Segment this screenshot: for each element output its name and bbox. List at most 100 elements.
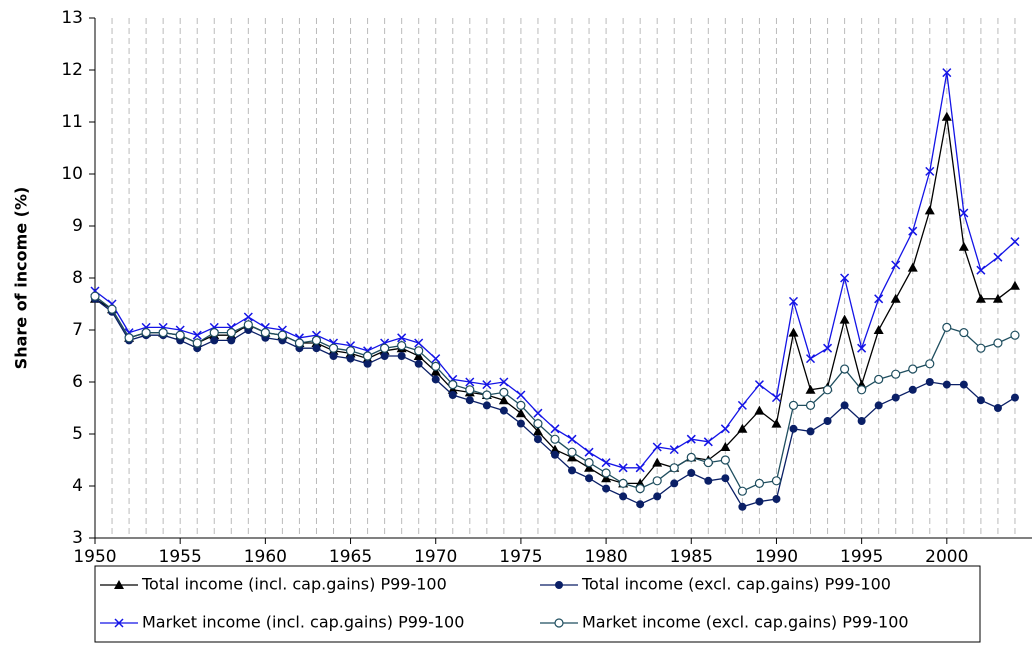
marker [260, 328, 270, 338]
marker [686, 452, 696, 462]
y-tick-label: 5 [72, 424, 83, 444]
marker [482, 390, 492, 400]
marker [567, 434, 577, 444]
marker [857, 343, 867, 353]
marker [755, 497, 764, 506]
marker [857, 385, 867, 395]
marker [738, 502, 747, 511]
marker [568, 466, 577, 475]
marker [90, 291, 100, 301]
x-tick-label: 1985 [670, 547, 713, 567]
marker [618, 463, 628, 473]
marker [635, 484, 645, 494]
marker [294, 338, 305, 348]
marker [992, 293, 1003, 303]
marker [669, 463, 679, 473]
y-tick-label: 11 [61, 112, 83, 132]
marker [243, 320, 253, 330]
marker [669, 445, 679, 455]
marker [554, 618, 564, 628]
marker [959, 380, 968, 389]
legend-box [94, 565, 981, 643]
marker [805, 354, 816, 364]
marker [328, 343, 339, 353]
legend-label: Total income (excl. cap.gains) P99-100 [581, 575, 891, 594]
marker [771, 476, 782, 486]
marker [584, 447, 594, 457]
marker [670, 479, 679, 488]
marker [993, 252, 1003, 262]
marker [652, 457, 663, 467]
marker [806, 427, 815, 436]
marker [532, 426, 543, 436]
marker [891, 393, 900, 402]
y-tick-label: 12 [61, 60, 83, 80]
marker [737, 486, 747, 496]
marker [652, 476, 662, 486]
marker [192, 338, 202, 348]
marker [721, 474, 730, 483]
marker [925, 378, 934, 386]
marker [448, 391, 457, 399]
x-tick-label: 1950 [73, 547, 116, 567]
marker [703, 458, 713, 468]
marker [908, 226, 918, 236]
marker [788, 296, 799, 306]
marker [976, 396, 985, 405]
marker [601, 458, 611, 468]
x-tick-label: 1980 [584, 547, 627, 567]
marker [839, 364, 850, 374]
marker [345, 346, 356, 356]
marker [124, 333, 134, 343]
marker [516, 390, 526, 400]
marker [823, 417, 832, 425]
marker [584, 458, 594, 468]
marker [958, 241, 969, 251]
marker [533, 435, 542, 444]
marker [516, 400, 526, 410]
marker [243, 312, 253, 322]
marker [601, 473, 612, 483]
marker [516, 419, 525, 428]
marker [772, 495, 781, 503]
marker [465, 377, 475, 387]
marker [380, 352, 389, 360]
marker [584, 462, 595, 472]
marker [499, 387, 509, 397]
marker [397, 341, 407, 351]
marker [890, 293, 901, 303]
marker [550, 450, 559, 459]
marker [941, 111, 952, 121]
y-tick-label: 7 [72, 320, 83, 340]
marker [175, 330, 185, 340]
marker [413, 351, 424, 360]
marker [805, 400, 816, 410]
marker [431, 375, 440, 384]
marker [550, 424, 560, 434]
marker [210, 336, 219, 345]
marker [720, 455, 730, 465]
marker [754, 380, 764, 390]
marker [840, 401, 849, 410]
marker [430, 366, 441, 376]
marker [993, 338, 1003, 348]
marker [925, 359, 935, 369]
marker [652, 442, 662, 452]
marker [585, 474, 594, 483]
marker [771, 393, 781, 403]
marker [226, 328, 236, 338]
marker [192, 330, 202, 340]
marker [839, 314, 850, 324]
marker [1010, 393, 1019, 402]
x-tick-label: 1990 [755, 547, 798, 567]
legend-label: Total income (incl. cap.gains) P99-100 [141, 575, 447, 594]
marker [653, 492, 662, 501]
marker [311, 335, 322, 345]
marker [498, 395, 509, 405]
marker [619, 492, 628, 501]
marker [329, 352, 338, 360]
marker [380, 343, 390, 353]
marker [687, 469, 696, 477]
marker [618, 478, 628, 488]
marker [533, 419, 543, 429]
